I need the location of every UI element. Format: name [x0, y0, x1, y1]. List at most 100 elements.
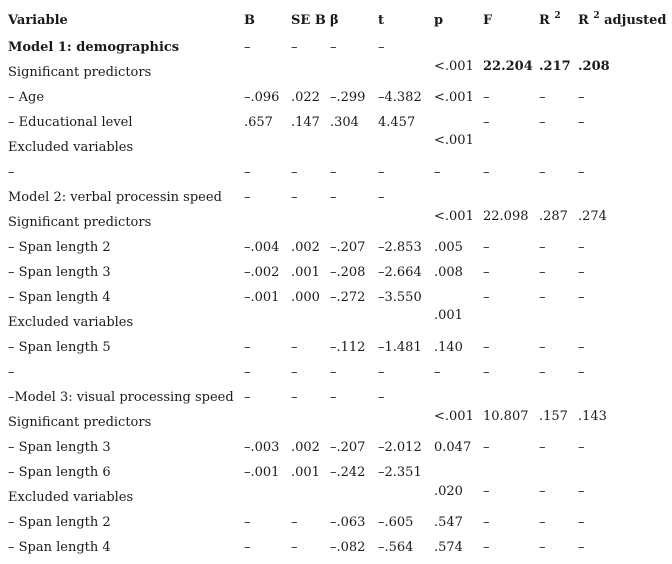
table-cell-beta: –.208 [330, 265, 366, 280]
table-cell-r2: – [539, 115, 546, 130]
table-cell-t: –2.351 [378, 465, 422, 480]
table-cell-r2adj: – [578, 440, 585, 455]
table-cell-t: –2.853 [378, 240, 422, 255]
table-cell-se: – [291, 340, 298, 355]
table-cell-t: –1.481 [378, 340, 422, 355]
table-cell-p: – [434, 165, 441, 180]
table-cell-b: –.096 [244, 90, 280, 105]
merged-cell-r2adj: – [578, 484, 585, 499]
table-cell-r2adj: – [578, 115, 585, 130]
table-cell-r2adj: – [578, 365, 585, 380]
table-cell-f: – [483, 90, 490, 105]
table-cell-se: – [291, 165, 298, 180]
table-cell-f: – [483, 165, 490, 180]
table-cell-se: .001 [291, 265, 320, 280]
table-cell-se: – [291, 40, 298, 55]
row-label: – Span length 2 [8, 515, 111, 530]
merged-cell-p: <.001 [434, 209, 474, 224]
table-cell-f: – [483, 265, 490, 280]
row-label: – [8, 165, 15, 180]
merged-cell-f: 22.098 [483, 209, 529, 224]
table-cell-r2adj: – [578, 265, 585, 280]
table-cell-b: – [244, 390, 251, 405]
merged-cell-p: .020 [434, 484, 463, 499]
merged-cell-f: 10.807 [483, 409, 529, 424]
merged-cell-r2: .157 [539, 409, 568, 424]
merged-cell-r2: .217 [539, 59, 571, 74]
table-cell-t: –3.550 [378, 290, 422, 305]
table-cell-r2adj: – [578, 540, 585, 555]
table-cell-se: .147 [291, 115, 320, 130]
table-cell-b: – [244, 540, 251, 555]
table-cell-beta: –.242 [330, 465, 366, 480]
table-cell-b: – [244, 190, 251, 205]
table-cell-r2: – [539, 540, 546, 555]
table-cell-se: – [291, 190, 298, 205]
table-cell-beta: – [330, 165, 337, 180]
table-cell-r2: – [539, 290, 546, 305]
merged-cell-r2: .287 [539, 209, 568, 224]
table-cell-t: – [378, 390, 385, 405]
header-r2-sup: 2 [554, 11, 561, 21]
table-cell-r2: – [539, 90, 546, 105]
table-cell-se: .002 [291, 240, 320, 255]
table-cell-beta: –.299 [330, 90, 366, 105]
header-f: F [483, 13, 493, 28]
table-cell-se: .022 [291, 90, 320, 105]
table-cell-r2: – [539, 240, 546, 255]
merged-cell-r2adj: .274 [578, 209, 607, 224]
table-cell-se: – [291, 540, 298, 555]
table-cell-b: –.004 [244, 240, 280, 255]
row-label: – Span length 5 [8, 340, 111, 355]
table-cell-f: – [483, 290, 490, 305]
table-cell-beta: –.207 [330, 440, 366, 455]
table-cell-b: –.001 [244, 465, 280, 480]
table-cell-beta: –.082 [330, 540, 366, 555]
row-label: Excluded variables [8, 140, 134, 155]
header-r2adj-suffix: adjusted [599, 13, 667, 28]
row-label: Significant predictors [8, 65, 152, 80]
table-cell-se: .000 [291, 290, 320, 305]
table-cell-t: – [378, 40, 385, 55]
merged-cell-p: <.001 [434, 409, 474, 424]
row-label: – Span length 2 [8, 240, 111, 255]
table-cell-se: – [291, 515, 298, 530]
table-cell-r2: – [539, 515, 546, 530]
table-cell-b: –.001 [244, 290, 280, 305]
table-cell-f: – [483, 515, 490, 530]
table-cell-beta: – [330, 390, 337, 405]
table-cell-r2: – [539, 365, 546, 380]
table-cell-p: .008 [434, 265, 463, 280]
header-r2: R 2 [539, 11, 561, 29]
merged-cell-p: .001 [434, 308, 463, 323]
merged-cell-r2adj: .143 [578, 409, 607, 424]
table-cell-p: 0.047 [434, 440, 472, 455]
table-cell-r2: – [539, 340, 546, 355]
table-cell-p: .005 [434, 240, 463, 255]
merged-cell-f: – [483, 484, 490, 499]
row-label: Significant predictors [8, 215, 152, 230]
table-cell-beta: – [330, 190, 337, 205]
table-cell-f: – [483, 115, 490, 130]
table-cell-r2adj: – [578, 515, 585, 530]
table-cell-t: –2.012 [378, 440, 422, 455]
table-cell-b: –.002 [244, 265, 280, 280]
table-cell-beta: – [330, 40, 337, 55]
row-label: – Span length 4 [8, 540, 111, 555]
row-label: – Span length 3 [8, 265, 111, 280]
table-cell-f: – [483, 365, 490, 380]
table-cell-b: – [244, 165, 251, 180]
table-cell-t: –2.664 [378, 265, 422, 280]
row-label: Model 2: verbal processin speed [8, 190, 222, 205]
table-cell-r2adj: – [578, 290, 585, 305]
table-cell-t: – [378, 165, 385, 180]
header-r2-adjusted: R 2 adjusted [578, 12, 667, 29]
row-label: – Span length 4 [8, 290, 111, 305]
table-cell-t: –4.382 [378, 90, 422, 105]
row-label: – [8, 365, 15, 380]
table-cell-p: .547 [434, 515, 463, 530]
row-label: Excluded variables [8, 490, 134, 505]
row-label: Model 1: demographics [8, 40, 180, 55]
table-cell-beta: –.272 [330, 290, 366, 305]
